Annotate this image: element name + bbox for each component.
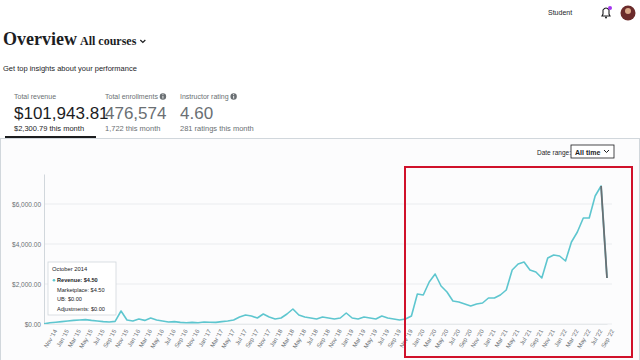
- x-tick-label: May '16: [149, 328, 165, 350]
- tooltip-row: Marketplace: $4.50: [57, 287, 105, 293]
- date-range-label: Date range:: [537, 149, 571, 157]
- stat-value: $101,943.81: [14, 104, 109, 123]
- x-tick: May '20: [434, 328, 450, 350]
- x-tick: May '21: [505, 328, 521, 350]
- page-title: Overview: [3, 29, 77, 49]
- tooltip-row: UB: $0.00: [57, 296, 82, 302]
- stat-tab[interactable]: Instructor rating 4.60281 ratings this mo…: [180, 93, 254, 133]
- grid-line: [44, 204, 612, 205]
- grid: [44, 204, 612, 324]
- x-axis: Nov '14Jan '15Mar '15May '15Jul '15Sep '…: [43, 325, 616, 350]
- stat-label: Total revenue: [14, 93, 56, 100]
- x-tick-label: May '20: [434, 328, 450, 350]
- stat-sub: $2,300.79 this month: [14, 124, 84, 133]
- page: Student OverviewAll courses Get top insigh…: [0, 0, 640, 360]
- grid-line: [44, 324, 612, 325]
- x-tick-label: May '17: [220, 328, 236, 350]
- tooltip-row: Revenue: $4.50: [57, 277, 98, 283]
- revenue-line: [44, 186, 607, 324]
- x-tick: Sep '22: [600, 328, 616, 349]
- page-subtitle: Get top insights about your performance: [3, 64, 137, 73]
- date-range-dropdown[interactable]: All time: [571, 145, 614, 158]
- y-axis: $0.00 $2,000.00 $4,000.00 $6,000.00: [12, 175, 44, 328]
- chevron: [140, 40, 145, 43]
- x-tick-label: May '22: [576, 328, 592, 350]
- x-tick-label: May '19: [363, 328, 379, 350]
- x-tick: May '19: [363, 328, 379, 350]
- student-link[interactable]: Student: [548, 9, 572, 16]
- active-tab-underline: [5, 136, 96, 138]
- x-tick: May '17: [220, 328, 236, 350]
- stat-label: Total enrollments: [105, 93, 158, 100]
- y-tick: $4,000.00: [12, 241, 41, 248]
- x-tick-label: May '15: [78, 328, 94, 350]
- chart-panel: [1, 139, 640, 360]
- chevron: [604, 150, 609, 153]
- info-icon[interactable]: [160, 93, 166, 99]
- y-tick-label: $4,000.00: [12, 241, 41, 248]
- tooltip-title: October 2014: [52, 266, 88, 272]
- stat-sub: 281 ratings this month: [180, 124, 254, 133]
- course-filter[interactable]: All courses: [80, 34, 137, 48]
- x-tick: May '18: [292, 328, 308, 350]
- x-tick: May '15: [78, 328, 94, 350]
- tooltip-bullet: [53, 279, 56, 282]
- tooltip: October 2014 Revenue: $4.50 Marketplace: $…: [48, 262, 116, 315]
- stat-value: 4.60: [180, 104, 213, 123]
- avatar[interactable]: [621, 6, 636, 21]
- y-tick-label: $2,000.00: [12, 281, 41, 288]
- stat-tab[interactable]: Total revenue $101,943.81$2,300.79 this m…: [14, 93, 109, 133]
- x-tick-label: May '21: [505, 328, 521, 350]
- stat-label: Instructor rating: [180, 93, 229, 101]
- x-tick: May '22: [576, 328, 592, 350]
- y-tick: $2,000.00: [12, 281, 41, 288]
- grid-line: [44, 284, 612, 285]
- y-axis-line: [44, 175, 45, 325]
- x-tick-label: Sep '22: [600, 328, 616, 349]
- x-axis-line: [45, 324, 608, 325]
- x-tick-label: May '18: [292, 328, 308, 350]
- y-tick-label: $6,000.00: [12, 201, 41, 208]
- tooltip-row: Adjustments: $0.00: [57, 306, 105, 312]
- x-tick: May '16: [149, 328, 165, 350]
- date-range-value[interactable]: All time: [575, 149, 600, 156]
- y-tick: $0.00: [25, 321, 42, 328]
- grid-line: [44, 244, 612, 245]
- stat-value: 476,574: [105, 104, 166, 123]
- stat-sub: 1,722 this month: [105, 124, 160, 133]
- current-month-segment: [601, 186, 607, 278]
- stat-tab[interactable]: Total enrollments 476,5741,722 this month: [105, 93, 166, 133]
- info-icon[interactable]: [230, 93, 236, 99]
- y-tick-label: $0.00: [25, 321, 42, 328]
- plot-area: [44, 186, 607, 324]
- y-tick: $6,000.00: [12, 201, 41, 208]
- notifications-bell[interactable]: [602, 6, 612, 19]
- notification-dot: [608, 6, 612, 10]
- highlight-box: [405, 167, 632, 357]
